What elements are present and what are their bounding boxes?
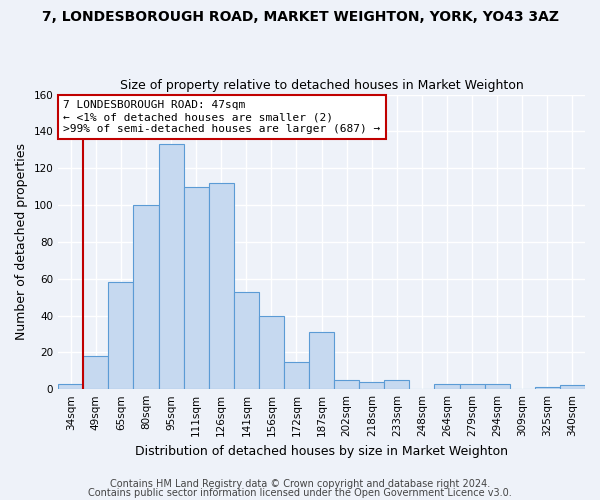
Bar <box>535 388 560 389</box>
Bar <box>158 144 184 389</box>
Bar <box>184 186 209 389</box>
Bar <box>434 384 460 389</box>
X-axis label: Distribution of detached houses by size in Market Weighton: Distribution of detached houses by size … <box>135 444 508 458</box>
Y-axis label: Number of detached properties: Number of detached properties <box>15 144 28 340</box>
Bar <box>385 380 409 389</box>
Text: 7 LONDESBOROUGH ROAD: 47sqm
← <1% of detached houses are smaller (2)
>99% of sem: 7 LONDESBOROUGH ROAD: 47sqm ← <1% of det… <box>64 100 380 134</box>
Bar <box>259 316 284 389</box>
Bar <box>234 292 259 389</box>
Bar <box>284 362 309 389</box>
Bar <box>83 356 109 389</box>
Text: Contains HM Land Registry data © Crown copyright and database right 2024.: Contains HM Land Registry data © Crown c… <box>110 479 490 489</box>
Bar <box>560 386 585 389</box>
Text: 7, LONDESBOROUGH ROAD, MARKET WEIGHTON, YORK, YO43 3AZ: 7, LONDESBOROUGH ROAD, MARKET WEIGHTON, … <box>41 10 559 24</box>
Bar <box>133 205 158 389</box>
Bar <box>485 384 510 389</box>
Bar <box>109 282 133 389</box>
Bar <box>209 183 234 389</box>
Title: Size of property relative to detached houses in Market Weighton: Size of property relative to detached ho… <box>120 79 523 92</box>
Text: Contains public sector information licensed under the Open Government Licence v3: Contains public sector information licen… <box>88 488 512 498</box>
Bar <box>334 380 359 389</box>
Bar <box>460 384 485 389</box>
Bar <box>359 382 385 389</box>
Bar <box>58 384 83 389</box>
Bar <box>309 332 334 389</box>
